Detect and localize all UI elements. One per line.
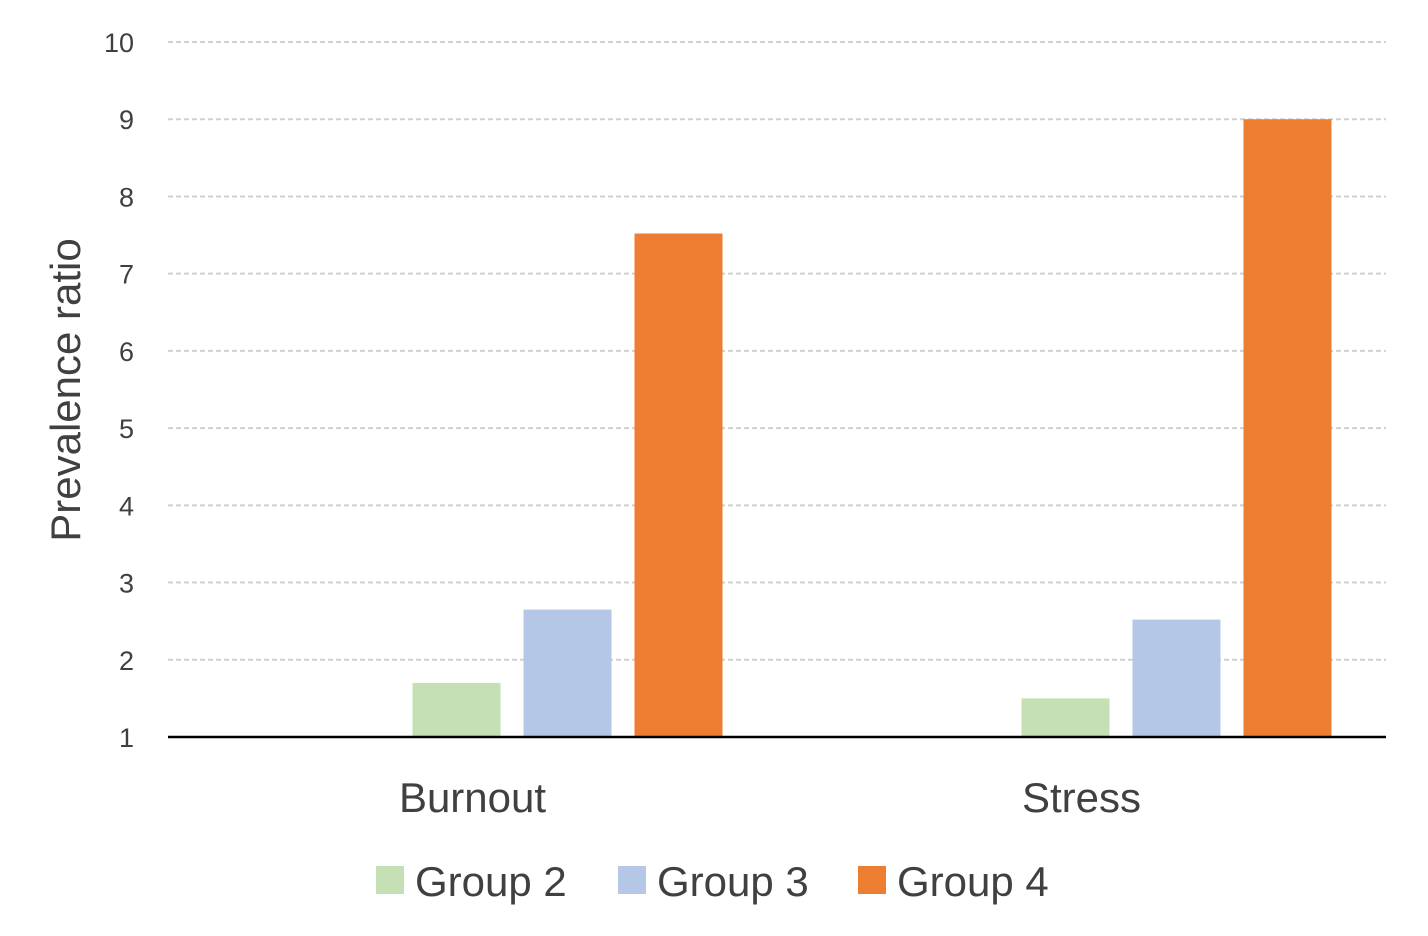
y-axis-ticks: 1 2 3 4 5 6 7 8 9 10 — [104, 28, 134, 753]
legend: Group 2 Group 3 Group 4 — [376, 858, 1049, 905]
x-category-label: Burnout — [399, 774, 546, 821]
y-tick-label: 3 — [119, 569, 134, 599]
bar-group-3-burnout — [523, 609, 612, 737]
y-tick-label: 10 — [104, 28, 134, 58]
y-tick-label: 6 — [119, 337, 134, 367]
legend-swatch — [618, 866, 646, 894]
gridlines — [168, 41, 1386, 661]
y-axis-title: Prevalence ratio — [42, 238, 89, 542]
x-category-label: Stress — [1022, 774, 1141, 821]
bar-group-4-stress — [1243, 119, 1332, 737]
legend-label: Group 4 — [897, 858, 1049, 905]
legend-label: Group 3 — [657, 858, 809, 905]
y-tick-label: 4 — [119, 491, 134, 521]
legend-swatch — [376, 866, 404, 894]
bar-group-4-burnout — [634, 233, 723, 737]
y-tick-label: 1 — [119, 723, 134, 753]
bars — [412, 119, 1332, 737]
y-tick-label: 7 — [119, 260, 134, 290]
y-tick-label: 8 — [119, 182, 134, 212]
y-tick-label: 9 — [119, 105, 134, 135]
x-axis-categories: Burnout Stress — [399, 774, 1141, 821]
bar-group-2-burnout — [412, 682, 501, 737]
bar-group-2-stress — [1021, 698, 1110, 737]
legend-label: Group 2 — [415, 858, 567, 905]
y-tick-label: 5 — [119, 414, 134, 444]
bar-group-3-stress — [1132, 619, 1221, 737]
legend-swatch — [858, 866, 886, 894]
y-tick-label: 2 — [119, 646, 134, 676]
